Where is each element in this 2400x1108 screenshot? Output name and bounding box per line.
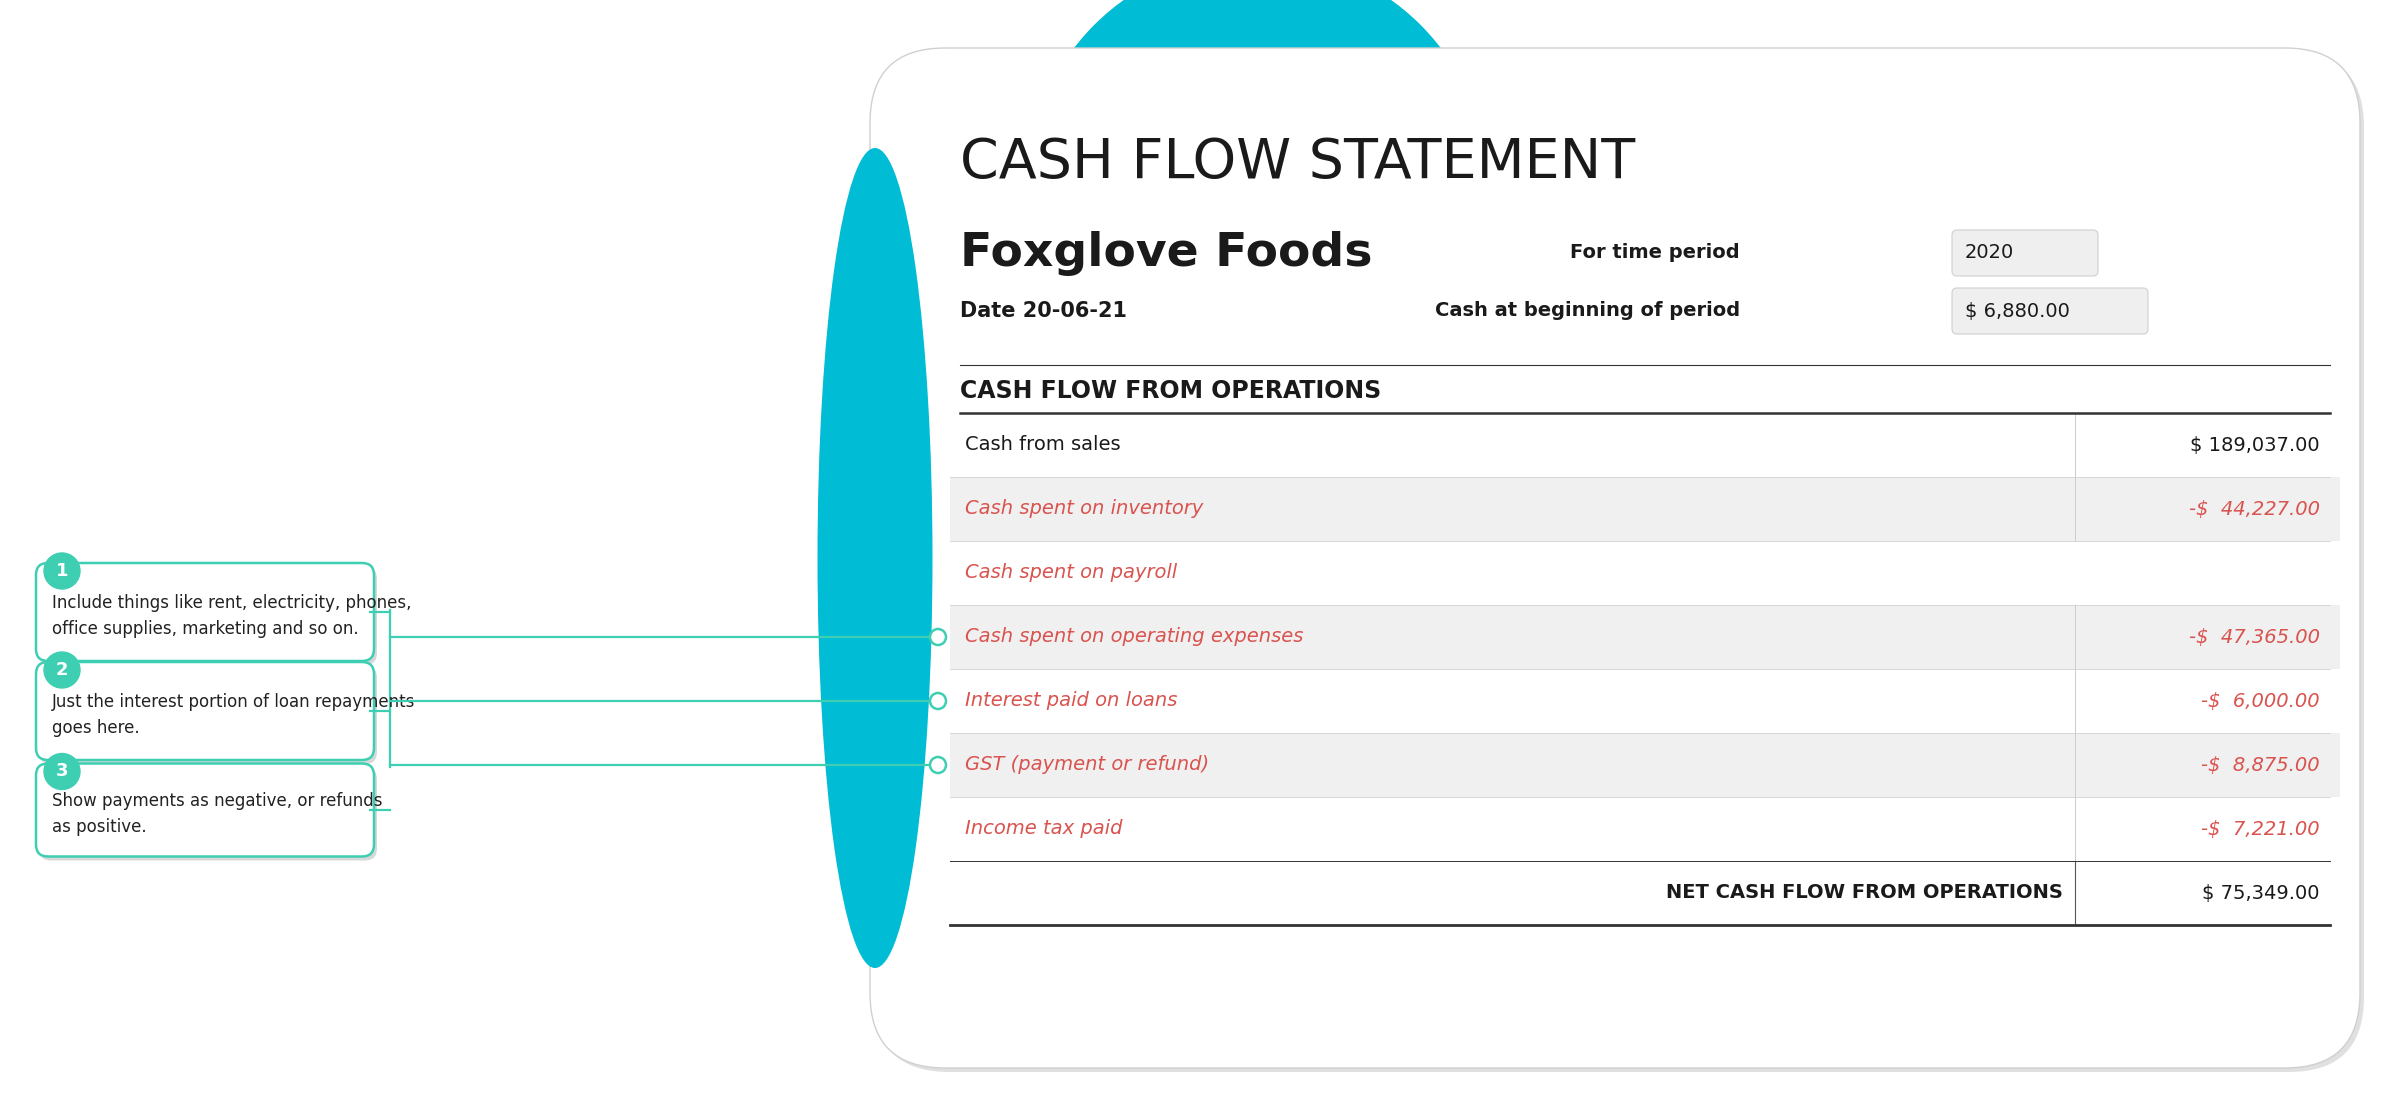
Text: Cash from sales: Cash from sales: [965, 435, 1121, 454]
Bar: [950, 541, 2340, 605]
Bar: [950, 413, 2340, 478]
Text: -$  6,000.00: -$ 6,000.00: [2201, 691, 2321, 710]
Circle shape: [931, 629, 946, 645]
Text: -$  44,227.00: -$ 44,227.00: [2189, 500, 2321, 519]
Bar: [950, 478, 2340, 541]
Text: For time period: For time period: [1570, 244, 1740, 263]
Text: Interest paid on loans: Interest paid on loans: [965, 691, 1178, 710]
Circle shape: [43, 652, 79, 688]
Text: Cash spent on inventory: Cash spent on inventory: [965, 500, 1202, 519]
Text: -$  7,221.00: -$ 7,221.00: [2201, 820, 2321, 839]
Text: CASH FLOW STATEMENT: CASH FLOW STATEMENT: [960, 136, 1634, 189]
Text: Income tax paid: Income tax paid: [965, 820, 1123, 839]
Circle shape: [1027, 0, 1488, 418]
Text: Cash spent on payroll: Cash spent on payroll: [965, 564, 1176, 583]
Bar: [950, 605, 2340, 669]
FancyBboxPatch shape: [1951, 288, 2148, 334]
Text: $ 189,037.00: $ 189,037.00: [2191, 435, 2321, 454]
Text: 1: 1: [55, 562, 67, 579]
Bar: [950, 797, 2340, 861]
Circle shape: [43, 553, 79, 589]
Text: 2020: 2020: [1966, 244, 2014, 263]
FancyBboxPatch shape: [871, 48, 2359, 1068]
FancyBboxPatch shape: [874, 52, 2364, 1073]
Circle shape: [931, 692, 946, 709]
Text: -$  47,365.00: -$ 47,365.00: [2189, 627, 2321, 646]
FancyBboxPatch shape: [38, 666, 377, 765]
Text: Foxglove Foods: Foxglove Foods: [960, 230, 1373, 276]
Text: CASH FLOW FROM OPERATIONS: CASH FLOW FROM OPERATIONS: [960, 379, 1382, 403]
Bar: [950, 861, 2340, 925]
Text: Just the interest portion of loan repayments
goes here.: Just the interest portion of loan repaym…: [53, 692, 415, 737]
FancyBboxPatch shape: [38, 768, 377, 861]
FancyBboxPatch shape: [38, 567, 377, 665]
FancyBboxPatch shape: [1951, 230, 2098, 276]
FancyBboxPatch shape: [36, 661, 374, 760]
FancyBboxPatch shape: [36, 563, 374, 661]
Text: Date 20-06-21: Date 20-06-21: [960, 301, 1128, 321]
Text: NET CASH FLOW FROM OPERATIONS: NET CASH FLOW FROM OPERATIONS: [1666, 883, 2064, 903]
Text: 3: 3: [55, 762, 67, 780]
Text: Cash spent on operating expenses: Cash spent on operating expenses: [965, 627, 1303, 646]
Text: Cash at beginning of period: Cash at beginning of period: [1435, 301, 1740, 320]
Ellipse shape: [818, 148, 934, 968]
Text: Show payments as negative, or refunds
as positive.: Show payments as negative, or refunds as…: [53, 792, 382, 837]
Text: $ 75,349.00: $ 75,349.00: [2203, 883, 2321, 903]
Text: $ 6,880.00: $ 6,880.00: [1966, 301, 2069, 320]
Text: -$  8,875.00: -$ 8,875.00: [2201, 756, 2321, 774]
Circle shape: [931, 757, 946, 773]
Bar: [950, 733, 2340, 797]
Text: 2: 2: [55, 661, 67, 679]
Text: Include things like rent, electricity, phones,
office supplies, marketing and so: Include things like rent, electricity, p…: [53, 594, 410, 638]
Circle shape: [43, 753, 79, 790]
FancyBboxPatch shape: [36, 763, 374, 856]
Text: GST (payment or refund): GST (payment or refund): [965, 756, 1210, 774]
Bar: [950, 669, 2340, 733]
